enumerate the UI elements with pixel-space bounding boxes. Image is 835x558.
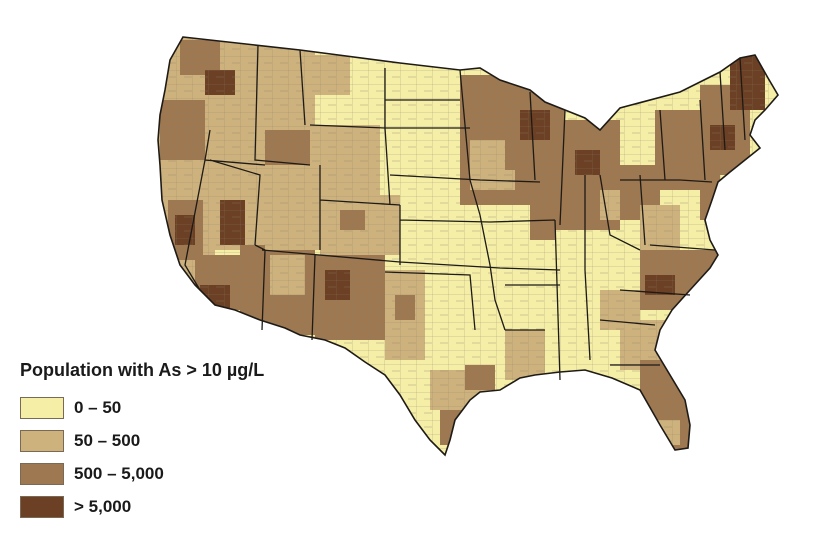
- legend-swatch: [20, 396, 64, 419]
- legend-label: 50 – 500: [74, 430, 141, 450]
- legend-item: 50 – 500: [20, 424, 264, 457]
- legend-swatch: [20, 495, 64, 518]
- legend-item: > 5,000: [20, 490, 264, 523]
- legend-title: Population with As > 10 µg/L: [20, 360, 265, 380]
- state-borders: [184, 44, 746, 381]
- legend-item: 0 – 50: [20, 391, 264, 424]
- legend-label: > 5,000: [74, 496, 132, 516]
- legend-item: 500 – 5,000: [20, 457, 264, 490]
- legend-swatch: [20, 429, 64, 452]
- map-legend: Population with As > 10 µg/L 0 – 50 50 –…: [20, 360, 264, 523]
- legend-label: 500 – 5,000: [74, 463, 164, 483]
- legend-swatch: [20, 462, 64, 485]
- legend-label: 0 – 50: [74, 397, 122, 417]
